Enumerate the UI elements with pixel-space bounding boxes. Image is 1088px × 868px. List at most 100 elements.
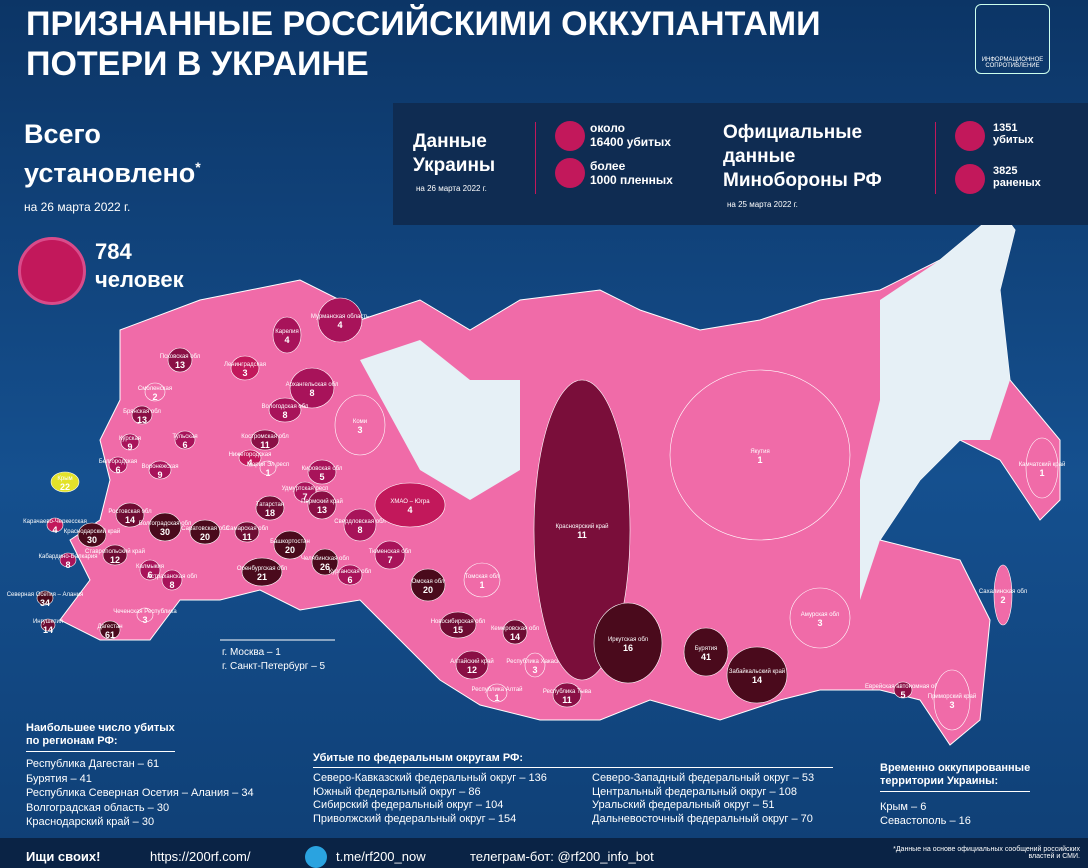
cities: г. Москва – 1 г. Санкт-Петербург – 5 bbox=[222, 646, 325, 674]
region bbox=[933, 669, 971, 731]
region bbox=[552, 682, 582, 708]
region bbox=[77, 522, 107, 548]
region-name: Крым bbox=[57, 476, 72, 482]
region-name: Ставропольский край bbox=[85, 548, 145, 555]
region bbox=[148, 512, 182, 542]
region-name: Чеченская Республика bbox=[113, 609, 177, 615]
title: ПРИЗНАННЫЕ РОССИЙСКИМИ ОККУПАНТАМИ ПОТЕРИ… bbox=[26, 4, 821, 84]
knife-icon bbox=[955, 121, 985, 151]
region bbox=[136, 607, 154, 623]
region-name: Забайкальский край bbox=[729, 668, 785, 675]
region-value: 5 bbox=[319, 472, 324, 482]
region bbox=[167, 347, 193, 373]
title-line: Официальные bbox=[723, 122, 863, 143]
title-line: территории Украины: bbox=[880, 775, 999, 787]
region-value: 3 bbox=[142, 615, 147, 625]
region-value: 13 bbox=[317, 505, 327, 515]
region bbox=[230, 355, 260, 381]
region-value: 3 bbox=[949, 700, 954, 710]
region-value: 20 bbox=[285, 545, 295, 555]
region-value: 3 bbox=[242, 368, 247, 378]
footer bbox=[0, 838, 1088, 868]
region bbox=[669, 369, 851, 541]
list-item: Северо-Западный федеральный округ – 53 bbox=[592, 772, 815, 784]
region-value: 30 bbox=[87, 535, 97, 545]
list-item: Северо-Кавказский федеральный округ – 13… bbox=[313, 772, 547, 784]
unit: человек bbox=[95, 267, 184, 292]
item-main: 16400 убитых bbox=[590, 135, 671, 149]
region bbox=[120, 433, 140, 451]
footer-link[interactable]: https://200rf.com/ bbox=[150, 849, 251, 864]
region-value: 2 bbox=[1000, 595, 1005, 605]
region-name: Приморский край bbox=[928, 693, 976, 700]
region-value: 16 bbox=[623, 643, 633, 653]
region bbox=[893, 681, 913, 699]
region-value: 13 bbox=[175, 360, 185, 370]
region-name: Карачаево-Черкесская bbox=[23, 519, 87, 525]
region-name: Бурятия bbox=[695, 646, 718, 652]
region-value: 11 bbox=[577, 530, 587, 540]
districts-title: Убитые по федеральным округам РФ: bbox=[313, 752, 833, 768]
region bbox=[307, 490, 337, 520]
region-value: 20 bbox=[200, 532, 210, 542]
item-main: раненых bbox=[993, 177, 1041, 189]
title-line: Временно оккупированные bbox=[880, 762, 1031, 774]
region-value: 3 bbox=[532, 665, 537, 675]
region bbox=[238, 449, 262, 467]
region-name: Ингушетия bbox=[33, 619, 63, 625]
region-value: 8 bbox=[65, 560, 70, 570]
region-name: Ленинградская bbox=[224, 362, 266, 368]
list-item: Волгоградская область – 30 bbox=[26, 801, 170, 814]
region bbox=[108, 456, 128, 474]
region bbox=[241, 557, 283, 587]
region-value: 4 bbox=[247, 458, 252, 468]
region-value: 34 bbox=[40, 598, 50, 608]
region-name: Татарстан bbox=[256, 502, 284, 508]
footer-link[interactable]: t.me/rf200_now bbox=[336, 849, 426, 864]
item-top: 1351 bbox=[993, 122, 1018, 134]
region-name: Краснодарский край bbox=[64, 528, 121, 535]
region bbox=[317, 297, 363, 343]
region-value: 18 bbox=[265, 508, 275, 518]
region-name: Коми bbox=[353, 419, 367, 425]
north-area bbox=[360, 340, 520, 500]
region-name: Еврейская автономная обл bbox=[865, 683, 941, 690]
title-line: Минобороны РФ bbox=[723, 170, 882, 191]
region-value: 11 bbox=[242, 532, 252, 542]
region bbox=[410, 568, 446, 602]
region-name: Оренбургская обл bbox=[237, 566, 288, 572]
region-value: 30 bbox=[160, 527, 170, 537]
region bbox=[115, 502, 145, 528]
footer-link[interactable]: телеграм-бот: @rf200_info_bot bbox=[470, 849, 654, 864]
region-value: 26 bbox=[320, 562, 330, 572]
ukraine-title: Данные Украины bbox=[413, 130, 495, 178]
region-name: Якутия bbox=[750, 449, 769, 455]
region-value: 8 bbox=[169, 580, 174, 590]
ukraine-captured: более 1000 пленных bbox=[590, 159, 673, 187]
footer-call: Ищи своих! bbox=[26, 849, 101, 864]
occupied-list: Крым – 6 Севастополь – 16 bbox=[880, 800, 971, 828]
region-value: 11 bbox=[260, 440, 270, 450]
region-value: 1 bbox=[479, 580, 484, 590]
region bbox=[439, 611, 477, 639]
region-name: Пермский край bbox=[301, 498, 343, 505]
region-name: Сахалинская обл bbox=[979, 589, 1028, 595]
title-line: ПОТЕРИ В УКРАИНЕ bbox=[26, 45, 369, 83]
region bbox=[161, 569, 183, 591]
skull-icon bbox=[18, 237, 86, 305]
logo-text: ИНФОРМАЦИОННОЕ СОПРОТИВЛЕНИЕ bbox=[981, 57, 1044, 69]
total-date: на 26 марта 2022 г. bbox=[24, 200, 131, 214]
mod-killed: 1351 убитых bbox=[993, 122, 1034, 146]
region-value: 6 bbox=[147, 570, 152, 580]
mod-wounded: 3825 раненых bbox=[993, 165, 1041, 189]
region bbox=[593, 602, 663, 684]
list-item: Южный федеральный округ – 86 bbox=[313, 785, 481, 798]
region-value: 9 bbox=[127, 442, 132, 452]
region-name: Ростовская обл bbox=[108, 509, 152, 515]
region-name: Алтайский край bbox=[450, 658, 494, 665]
region-value: 12 bbox=[467, 665, 477, 675]
ukraine-date: на 26 марта 2022 г. bbox=[416, 184, 487, 193]
ukraine-killed: около 16400 убитых bbox=[590, 121, 671, 149]
region-value: 7 bbox=[387, 555, 392, 565]
